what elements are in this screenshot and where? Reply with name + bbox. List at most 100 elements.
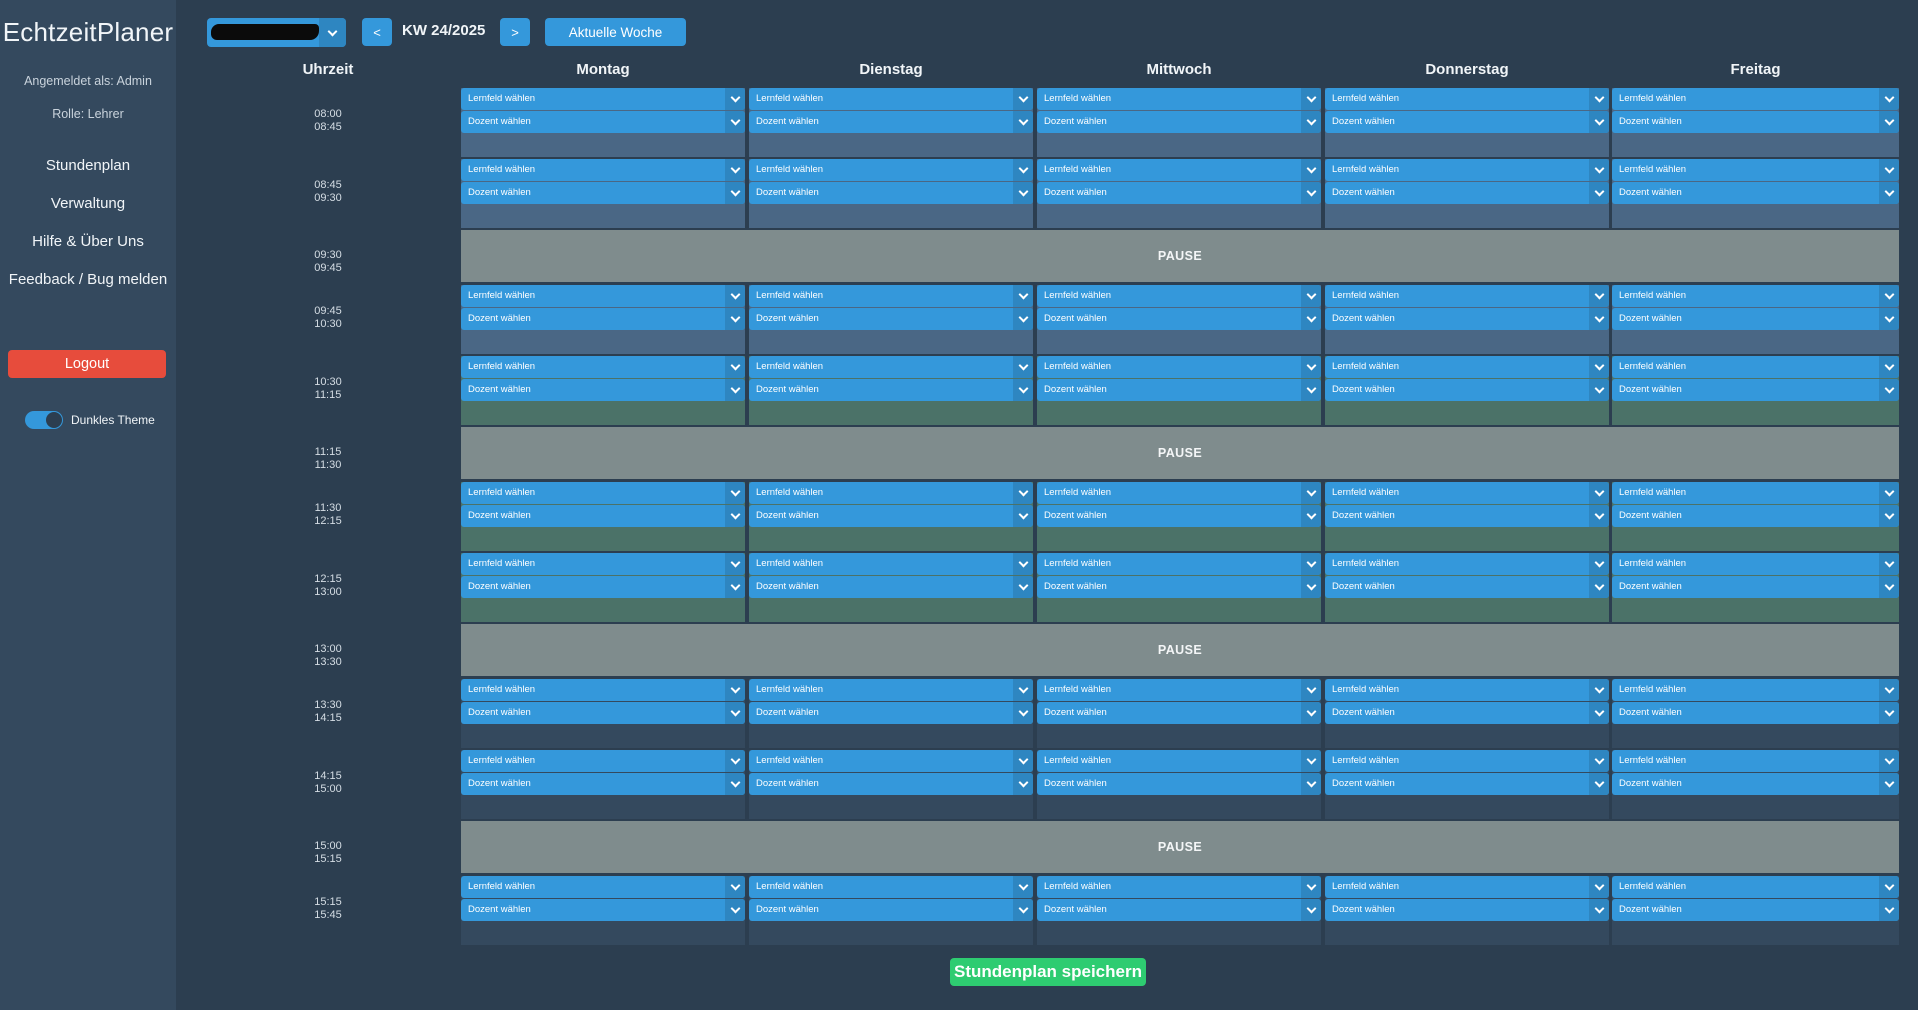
lernfeld-select[interactable]: Lernfeld wählen xyxy=(1325,88,1609,110)
lernfeld-select[interactable]: Lernfeld wählen xyxy=(1325,285,1609,307)
lernfeld-select[interactable]: Lernfeld wählen xyxy=(1612,750,1899,772)
dozent-select[interactable]: Dozent wählen xyxy=(461,773,745,795)
dozent-select[interactable]: Dozent wählen xyxy=(1325,111,1609,133)
lernfeld-select[interactable]: Lernfeld wählen xyxy=(461,285,745,307)
lernfeld-select[interactable]: Lernfeld wählen xyxy=(1612,356,1899,378)
lernfeld-select[interactable]: Lernfeld wählen xyxy=(461,482,745,504)
lernfeld-select[interactable]: Lernfeld wählen xyxy=(749,876,1033,898)
previous-week-button[interactable]: < xyxy=(362,18,392,46)
lernfeld-select[interactable]: Lernfeld wählen xyxy=(1325,482,1609,504)
lernfeld-select[interactable]: Lernfeld wählen xyxy=(461,750,745,772)
lernfeld-select[interactable]: Lernfeld wählen xyxy=(1612,553,1899,575)
lernfeld-select[interactable]: Lernfeld wählen xyxy=(1037,482,1321,504)
nav-verwaltung[interactable]: Verwaltung xyxy=(50,195,126,212)
dozent-select[interactable]: Dozent wählen xyxy=(1612,182,1899,204)
lernfeld-select[interactable]: Lernfeld wählen xyxy=(749,482,1033,504)
dozent-select[interactable]: Dozent wählen xyxy=(1612,702,1899,724)
dozent-select[interactable]: Dozent wählen xyxy=(461,702,745,724)
dozent-select[interactable]: Dozent wählen xyxy=(749,379,1033,401)
lernfeld-select[interactable]: Lernfeld wählen xyxy=(1325,679,1609,701)
lernfeld-select[interactable]: Lernfeld wählen xyxy=(1037,285,1321,307)
next-week-button[interactable]: > xyxy=(500,18,530,46)
lernfeld-select[interactable]: Lernfeld wählen xyxy=(1325,553,1609,575)
nav-hilfe[interactable]: Hilfe & Über Uns xyxy=(32,233,144,250)
lernfeld-select[interactable]: Lernfeld wählen xyxy=(1325,876,1609,898)
lernfeld-select[interactable]: Lernfeld wählen xyxy=(1612,159,1899,181)
dozent-select[interactable]: Dozent wählen xyxy=(1325,379,1609,401)
dozent-select[interactable]: Dozent wählen xyxy=(1037,111,1321,133)
lernfeld-select[interactable]: Lernfeld wählen xyxy=(461,159,745,181)
class-select[interactable] xyxy=(207,18,346,47)
lernfeld-select[interactable]: Lernfeld wählen xyxy=(1612,482,1899,504)
dozent-select[interactable]: Dozent wählen xyxy=(749,111,1033,133)
lernfeld-select[interactable]: Lernfeld wählen xyxy=(1612,88,1899,110)
lernfeld-select[interactable]: Lernfeld wählen xyxy=(749,88,1033,110)
lernfeld-select[interactable]: Lernfeld wählen xyxy=(749,159,1033,181)
dark-theme-toggle[interactable] xyxy=(25,411,63,429)
dozent-select[interactable]: Dozent wählen xyxy=(1325,505,1609,527)
lernfeld-select[interactable]: Lernfeld wählen xyxy=(1037,553,1321,575)
dozent-select[interactable]: Dozent wählen xyxy=(461,182,745,204)
lernfeld-select[interactable]: Lernfeld wählen xyxy=(1612,679,1899,701)
lernfeld-select[interactable]: Lernfeld wählen xyxy=(1325,356,1609,378)
lernfeld-select[interactable]: Lernfeld wählen xyxy=(749,356,1033,378)
dozent-select[interactable]: Dozent wählen xyxy=(749,773,1033,795)
lernfeld-select[interactable]: Lernfeld wählen xyxy=(1325,159,1609,181)
dozent-select[interactable]: Dozent wählen xyxy=(461,505,745,527)
lernfeld-select[interactable]: Lernfeld wählen xyxy=(1037,159,1321,181)
dozent-select[interactable]: Dozent wählen xyxy=(1612,773,1899,795)
lernfeld-select[interactable]: Lernfeld wählen xyxy=(461,876,745,898)
dozent-select[interactable]: Dozent wählen xyxy=(461,111,745,133)
lernfeld-select[interactable]: Lernfeld wählen xyxy=(1037,679,1321,701)
dozent-select[interactable]: Dozent wählen xyxy=(1037,773,1321,795)
dozent-select[interactable]: Dozent wählen xyxy=(1325,308,1609,330)
dozent-select[interactable]: Dozent wählen xyxy=(1037,182,1321,204)
lernfeld-select[interactable]: Lernfeld wählen xyxy=(1612,876,1899,898)
lernfeld-select[interactable]: Lernfeld wählen xyxy=(1037,88,1321,110)
lernfeld-select[interactable]: Lernfeld wählen xyxy=(749,750,1033,772)
lernfeld-select[interactable]: Lernfeld wählen xyxy=(749,285,1033,307)
dozent-select[interactable]: Dozent wählen xyxy=(1612,576,1899,598)
lernfeld-select[interactable]: Lernfeld wählen xyxy=(1037,750,1321,772)
dozent-select[interactable]: Dozent wählen xyxy=(461,308,745,330)
save-timetable-button[interactable]: Stundenplan speichern xyxy=(950,958,1146,986)
dozent-select[interactable]: Dozent wählen xyxy=(749,182,1033,204)
dozent-select[interactable]: Dozent wählen xyxy=(749,308,1033,330)
dozent-select[interactable]: Dozent wählen xyxy=(1037,576,1321,598)
nav-stundenplan[interactable]: Stundenplan xyxy=(45,157,131,174)
dozent-select[interactable]: Dozent wählen xyxy=(1612,308,1899,330)
dozent-select[interactable]: Dozent wählen xyxy=(1325,702,1609,724)
dozent-select[interactable]: Dozent wählen xyxy=(461,379,745,401)
lernfeld-select[interactable]: Lernfeld wählen xyxy=(1325,750,1609,772)
lernfeld-select[interactable]: Lernfeld wählen xyxy=(1037,356,1321,378)
dozent-select[interactable]: Dozent wählen xyxy=(749,576,1033,598)
dozent-select[interactable]: Dozent wählen xyxy=(1325,773,1609,795)
dozent-select[interactable]: Dozent wählen xyxy=(749,702,1033,724)
dozent-select[interactable]: Dozent wählen xyxy=(1037,308,1321,330)
dozent-select[interactable]: Dozent wählen xyxy=(1037,379,1321,401)
dozent-select[interactable]: Dozent wählen xyxy=(1037,702,1321,724)
dozent-select[interactable]: Dozent wählen xyxy=(1612,899,1899,921)
dozent-select[interactable]: Dozent wählen xyxy=(461,899,745,921)
lernfeld-select[interactable]: Lernfeld wählen xyxy=(461,356,745,378)
lernfeld-select[interactable]: Lernfeld wählen xyxy=(1037,876,1321,898)
dozent-select[interactable]: Dozent wählen xyxy=(1612,111,1899,133)
lernfeld-select[interactable]: Lernfeld wählen xyxy=(749,553,1033,575)
dozent-select[interactable]: Dozent wählen xyxy=(1612,379,1899,401)
dozent-select[interactable]: Dozent wählen xyxy=(1037,505,1321,527)
lernfeld-select[interactable]: Lernfeld wählen xyxy=(461,679,745,701)
nav-feedback[interactable]: Feedback / Bug melden xyxy=(8,271,168,288)
dozent-select[interactable]: Dozent wählen xyxy=(1325,182,1609,204)
current-week-button[interactable]: Aktuelle Woche xyxy=(545,18,686,46)
lernfeld-select[interactable]: Lernfeld wählen xyxy=(749,679,1033,701)
dozent-select[interactable]: Dozent wählen xyxy=(461,576,745,598)
lernfeld-select[interactable]: Lernfeld wählen xyxy=(461,553,745,575)
dozent-select[interactable]: Dozent wählen xyxy=(1037,899,1321,921)
dozent-select[interactable]: Dozent wählen xyxy=(1325,576,1609,598)
logout-button[interactable]: Logout xyxy=(8,350,166,378)
dozent-select[interactable]: Dozent wählen xyxy=(1325,899,1609,921)
dozent-select[interactable]: Dozent wählen xyxy=(749,505,1033,527)
dozent-select[interactable]: Dozent wählen xyxy=(1612,505,1899,527)
dozent-select[interactable]: Dozent wählen xyxy=(749,899,1033,921)
lernfeld-select[interactable]: Lernfeld wählen xyxy=(461,88,745,110)
